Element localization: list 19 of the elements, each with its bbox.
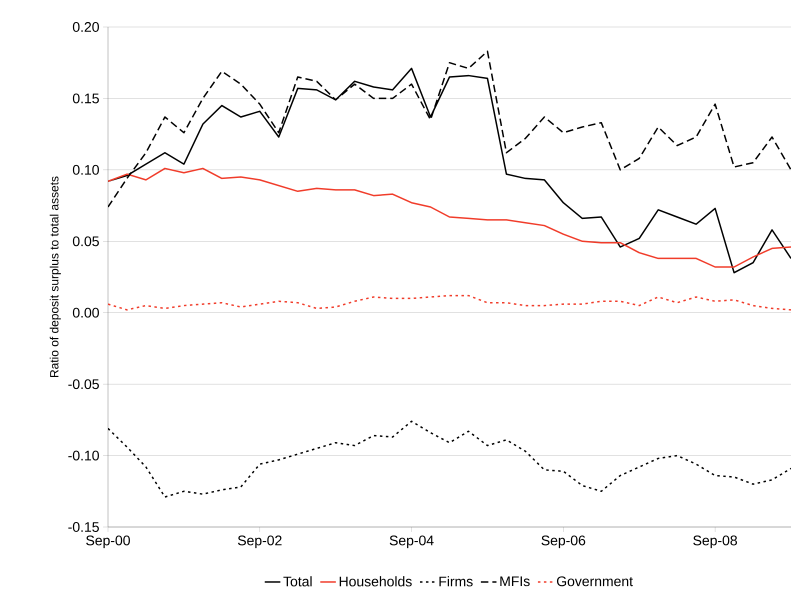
legend-label: Government [556,576,633,586]
x-tick-label: Sep-06 [541,535,586,548]
x-tick-label: Sep-00 [86,535,130,548]
y-tick-label: -0.10 [68,450,99,461]
y-tick-label: 0.20 [72,22,99,32]
y-tick-label: -0.05 [68,379,99,390]
x-tick-label: Sep-08 [693,535,737,548]
x-tick-label: Sep-04 [390,535,434,548]
y-tick-label: -0.15 [68,522,99,532]
x-tick-label: Sep-02 [238,535,282,548]
legend-label: Households [340,576,412,586]
legend-label: Total [283,576,312,586]
legend-label: Firms [439,576,473,586]
y-tick-label: 0.05 [72,236,99,246]
y-axis-title: Ratio of deposit surplus to total assets [50,176,61,378]
y-tick-label: 0.10 [72,164,99,175]
y-tick-label: 0.00 [72,308,99,318]
y-tick-label: 0.15 [72,93,99,104]
legend-label: MFIs [500,576,530,586]
